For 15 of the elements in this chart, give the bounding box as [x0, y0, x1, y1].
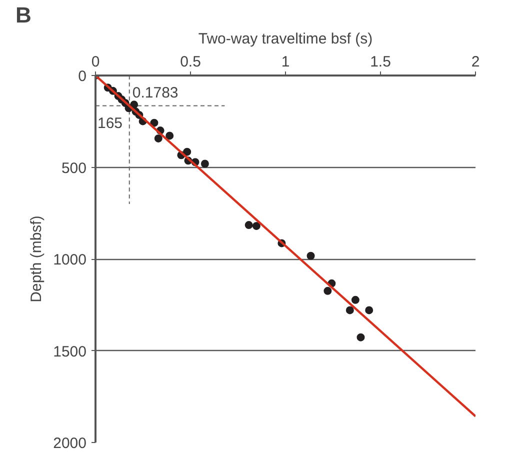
text: B	[16, 2, 32, 28]
y-tick-label: 2000	[53, 435, 87, 452]
x-axis-title: Two-way traveltime bsf (s)	[198, 30, 373, 48]
y-tick-label: 500	[61, 160, 87, 177]
ref-line-label: 0.1783	[132, 84, 178, 102]
y-tick-label: 0	[78, 68, 86, 85]
x-tick-label: 2	[471, 54, 480, 70]
x-tick-label: 0	[91, 54, 100, 70]
y-tick-label: 1500	[53, 343, 87, 360]
x-tick-label: 1	[281, 54, 290, 70]
ref-line-label: 165	[98, 114, 123, 132]
y-tick-label: 1000	[53, 252, 87, 268]
x-tick-label: 0.5	[180, 54, 201, 70]
y-axis-title: Depth (mbsf)	[28, 216, 46, 302]
x-tick-label: 1.5	[370, 54, 391, 70]
